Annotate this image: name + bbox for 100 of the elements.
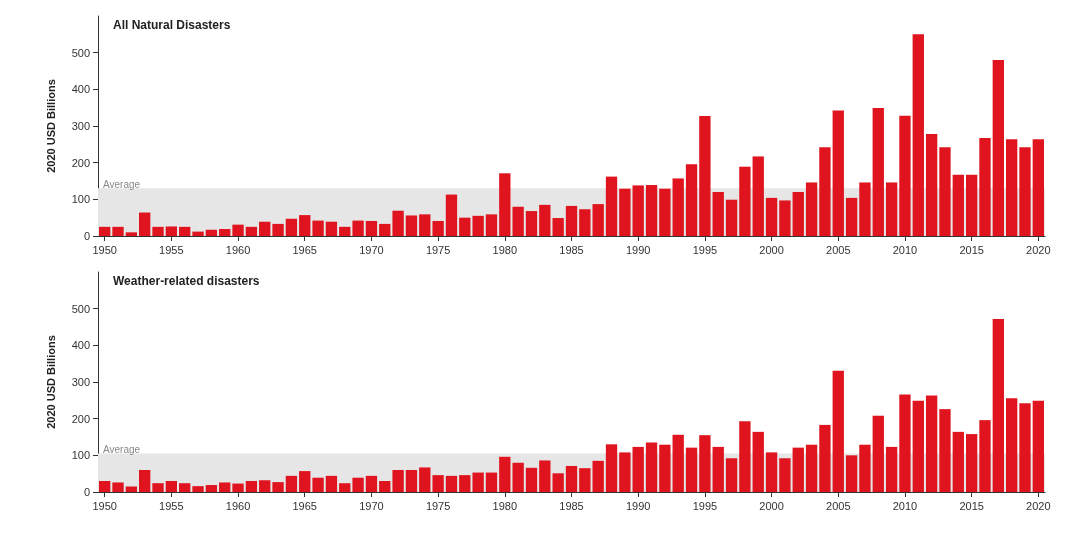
bar: [712, 192, 724, 236]
x-tick-label: 2005: [826, 499, 851, 512]
bar: [859, 182, 871, 236]
x-tick-label: 1950: [92, 243, 117, 256]
bar: [232, 224, 244, 236]
x-tick-label: 1975: [425, 499, 451, 512]
bar: [859, 444, 871, 492]
bar: [872, 108, 884, 236]
bar: [779, 200, 791, 236]
bar: [99, 481, 111, 492]
x-tick-label: 2000: [759, 499, 784, 512]
y-tick-label: 400: [71, 83, 90, 96]
bar: [752, 156, 764, 236]
bar: [1032, 400, 1044, 492]
bar: [352, 477, 364, 492]
bar: [232, 483, 244, 492]
bar: [205, 485, 218, 492]
bar: [165, 226, 178, 236]
x-tick-label: 1990: [625, 499, 651, 512]
bar: [579, 468, 591, 492]
bar: [539, 460, 551, 492]
bar: [459, 475, 471, 492]
bar: [499, 173, 511, 236]
bar: [592, 460, 604, 492]
bar: [792, 192, 804, 236]
bar: [459, 217, 471, 236]
bar: [659, 188, 671, 236]
bar: [819, 424, 831, 492]
bar: [819, 147, 831, 236]
bar: [552, 218, 564, 236]
bar: [192, 231, 204, 236]
bar: [485, 214, 498, 236]
bar: [792, 447, 804, 492]
x-tick-label: 1995: [692, 243, 718, 256]
chart-title: All Natural Disasters: [113, 18, 231, 32]
x-tick-label: 1960: [225, 499, 251, 512]
bar: [512, 462, 524, 492]
bar: [912, 34, 924, 236]
bar: [392, 210, 404, 236]
bar: [619, 452, 631, 492]
bar: [192, 486, 204, 492]
bar: [472, 215, 484, 236]
bar: [752, 431, 764, 492]
bar: [1019, 147, 1031, 236]
bar: [565, 465, 578, 492]
y-axis-title: 2020 USD Billions: [44, 335, 57, 429]
bar: [645, 442, 658, 492]
bar: [405, 470, 418, 492]
bar: [392, 470, 404, 492]
y-tick-label: 400: [71, 339, 90, 352]
bar: [779, 458, 791, 492]
bar: [952, 174, 964, 236]
bar: [525, 211, 538, 236]
bar: [632, 185, 644, 236]
bar: [299, 215, 311, 236]
x-tick-label: 2015: [959, 243, 984, 256]
bar: [139, 212, 151, 236]
x-tick-label: 2020: [1026, 243, 1051, 256]
bar: [832, 370, 844, 492]
bar: [992, 318, 1004, 492]
bar: [725, 458, 738, 492]
x-tick-label: 2015: [959, 499, 984, 512]
bar: [472, 472, 484, 492]
bar: [885, 182, 898, 236]
x-tick-label: 1990: [625, 243, 651, 256]
bar: [432, 475, 444, 492]
bar: [325, 221, 338, 236]
x-tick-label: 1985: [559, 243, 584, 256]
bar: [925, 395, 938, 492]
bar: [979, 420, 991, 492]
bar: [512, 206, 524, 236]
bar: [485, 472, 498, 492]
bar: [899, 394, 911, 492]
bar: [445, 475, 458, 492]
bar: [112, 226, 124, 236]
y-tick-label: 0: [83, 486, 90, 498]
bar: [1032, 139, 1044, 236]
bar: [285, 218, 298, 236]
bar: [525, 467, 538, 492]
x-tick-label: 1975: [425, 243, 451, 256]
x-tick-label: 1985: [559, 499, 584, 512]
bar: [992, 60, 1004, 236]
bar: [152, 226, 164, 236]
bar: [179, 226, 191, 236]
bar: [939, 147, 951, 236]
bar: [605, 176, 618, 236]
bar: [139, 470, 151, 492]
x-tick-label: 1970: [359, 499, 384, 512]
y-tick-label: 300: [71, 120, 90, 132]
band-label: Average: [103, 444, 141, 455]
bar: [419, 214, 431, 236]
y-tick-label: 100: [71, 449, 90, 462]
bar: [832, 110, 844, 236]
bar: [659, 444, 671, 492]
bar: [605, 444, 618, 492]
bar: [845, 455, 858, 492]
bar: [379, 223, 391, 236]
bar: [339, 483, 351, 492]
bar: [739, 166, 751, 236]
bar: [299, 471, 311, 492]
